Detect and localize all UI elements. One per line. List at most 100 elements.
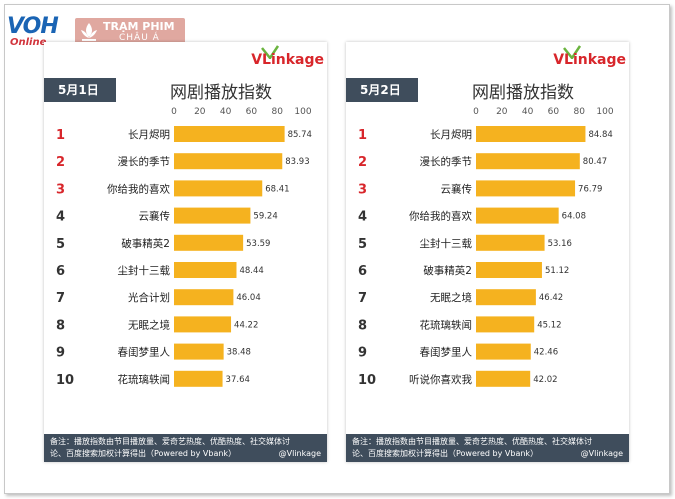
bar [476, 180, 576, 197]
data-label: 80.47 [583, 157, 607, 167]
category-label: 春闺梦里人 [420, 346, 473, 359]
footnote-line-2: 论、百度搜索加权计算得出（Powered by Vbank） [352, 449, 539, 458]
x-tick-label: 80 [271, 107, 283, 117]
category-label: 无眠之境 [430, 291, 472, 304]
x-tick-label: 80 [573, 107, 585, 117]
category-label: 漫长的季节 [420, 155, 473, 168]
category-label: 破事精英2 [121, 237, 170, 250]
x-tick-label: 0 [171, 107, 177, 117]
bar [476, 343, 531, 360]
data-label: 68.41 [265, 184, 289, 194]
ranking-panel-1: VLinkage 5月1日 网剧播放指数 0 20 40 60 80 100 1 长月烬明 85… [44, 42, 327, 462]
x-tick-label: 100 [294, 107, 311, 117]
tram-phim-subtitle: CHÂU Á [119, 33, 160, 43]
data-label: 53.59 [246, 239, 270, 249]
bar [476, 262, 542, 278]
data-label: 38.48 [227, 348, 251, 358]
x-tick-label: 0 [473, 107, 479, 117]
bar [476, 370, 531, 387]
tram-phim-title: TRẠM PHIM [103, 20, 175, 33]
rank-number: 4 [56, 210, 65, 225]
footnote-line-2: 论、百度搜索加权计算得出（Powered by Vbank） [50, 449, 237, 458]
bar [174, 289, 234, 306]
rank-number: 6 [56, 264, 65, 279]
rank-number: 5 [358, 237, 367, 252]
rank-number: 8 [358, 318, 367, 333]
data-label: 45.12 [537, 320, 561, 330]
rank-number: 5 [56, 237, 65, 252]
weibo-watermark: @Vlinkage [278, 449, 321, 458]
weibo-watermark: @Vlinkage [580, 449, 623, 458]
rank-number: 10 [56, 373, 74, 388]
rank-number: 3 [358, 182, 367, 197]
data-label: 64.08 [562, 212, 586, 222]
date-tag: 5月2日 [346, 78, 418, 102]
rank-number: 6 [358, 264, 367, 279]
x-tick-label: 20 [496, 107, 508, 117]
bar-chart: 0 20 40 60 80 100 1 长月烬明 85.74 2 漫长的季节 83.93 3 你给我的喜欢… [56, 107, 312, 388]
category-label: 春闺梦里人 [118, 346, 171, 359]
data-label: 83.93 [285, 157, 309, 167]
footnote: 备注：播放指数由节目播放量、爱奇艺热度、优酷热度、社交媒体讨 论、百度搜索加权计… [346, 434, 629, 462]
footnote-line-1: 备注：播放指数由节目播放量、爱奇艺热度、优酷热度、社交媒体讨 [352, 437, 592, 446]
category-label: 漫长的季节 [118, 155, 171, 168]
bar [174, 370, 223, 387]
x-tick-label: 40 [220, 107, 232, 117]
x-tick-label: 60 [548, 107, 560, 117]
data-label: 51.12 [545, 266, 569, 276]
bar [476, 126, 586, 142]
category-label: 花琉璃轶闻 [118, 373, 171, 386]
rank-number: 4 [358, 210, 367, 225]
vlinkage-logo: VLinkage [251, 52, 324, 68]
voh-logo: VOH [7, 14, 59, 39]
bar [174, 343, 224, 360]
footnote: 备注：播放指数由节目播放量、爱奇艺热度、优酷热度、社交媒体讨 论、百度搜索加权计… [44, 434, 327, 462]
rank-number: 10 [358, 373, 376, 388]
data-label: 44.22 [234, 320, 258, 330]
vlinkage-logo: VLinkage [553, 52, 626, 68]
category-label: 花琉璃轶闻 [420, 318, 473, 331]
category-label: 你给我的喜欢 [107, 182, 170, 195]
x-tick-label: 20 [194, 107, 206, 117]
rank-number: 3 [56, 182, 65, 197]
data-label: 46.42 [539, 293, 563, 303]
tram-phim-logo: TRẠM PHIM CHÂU Á [75, 18, 185, 46]
data-label: 59.24 [253, 212, 277, 222]
rank-number: 9 [56, 346, 65, 361]
date-tag: 5月1日 [44, 78, 116, 102]
bar [476, 153, 580, 170]
ranking-panel-2: VLinkage 5月2日 网剧播放指数 0 20 40 60 80 100 1 长月烬明 84… [346, 42, 629, 462]
data-label: 76.79 [578, 184, 602, 194]
x-tick-label: 60 [246, 107, 258, 117]
rank-number: 2 [56, 155, 65, 170]
bar [174, 153, 283, 170]
category-label: 云襄传 [139, 210, 171, 223]
rank-number: 9 [358, 346, 367, 361]
category-label: 你给我的喜欢 [409, 210, 472, 223]
bar [174, 180, 263, 197]
x-tick-label: 40 [522, 107, 534, 117]
bar [476, 316, 535, 333]
rank-number: 1 [358, 128, 367, 143]
category-label: 听说你喜欢我 [409, 373, 472, 386]
bar [174, 316, 232, 333]
bar [174, 234, 244, 251]
rank-number: 7 [358, 291, 367, 306]
x-tick-label: 100 [596, 107, 613, 117]
footnote-line-1: 备注：播放指数由节目播放量、爱奇艺热度、优酷热度、社交媒体讨 [50, 437, 290, 446]
panel-title: 网剧播放指数 [170, 83, 272, 103]
data-label: 53.16 [548, 239, 572, 249]
vlinkage-mark-icon [563, 45, 581, 59]
rank-number: 2 [358, 155, 367, 170]
panel-title: 网剧播放指数 [472, 83, 574, 103]
bar [476, 207, 559, 224]
category-label: 云襄传 [441, 182, 473, 195]
bar [476, 289, 536, 306]
data-label: 85.74 [288, 130, 312, 140]
rank-number: 1 [56, 128, 65, 143]
bar [174, 207, 251, 224]
category-label: 尘封十三载 [118, 264, 171, 277]
data-label: 46.04 [236, 293, 260, 303]
rank-number: 8 [56, 318, 65, 333]
lotus-icon [81, 23, 97, 41]
